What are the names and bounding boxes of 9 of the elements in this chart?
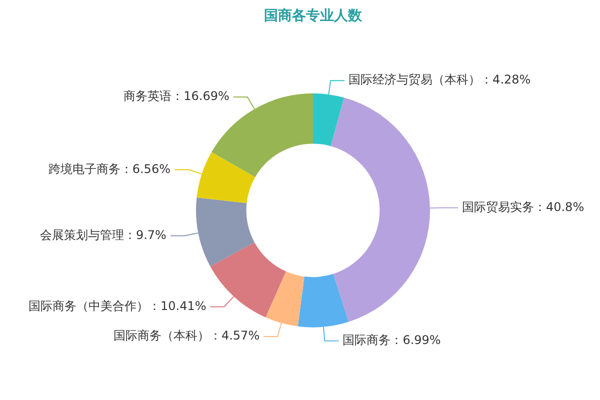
slice-label: 国际商务：6.99% [342, 333, 441, 347]
chart-title: 国商各专业人数 [264, 7, 363, 24]
slice-label: 会展策划与管理：9.7% [40, 228, 166, 242]
slice-label: 商务英语：16.69% [124, 89, 230, 104]
slice-label: 国际经济与贸易（本科）：4.28% [348, 72, 531, 87]
slice-label: 国际贸易实务：40.8% [462, 200, 584, 214]
slice-label: 国际商务（中美合作）：10.41% [28, 298, 206, 313]
slice-label: 国际商务（本科）：4.57% [113, 328, 260, 343]
slice-label: 跨境电子商务：6.56% [48, 162, 170, 176]
